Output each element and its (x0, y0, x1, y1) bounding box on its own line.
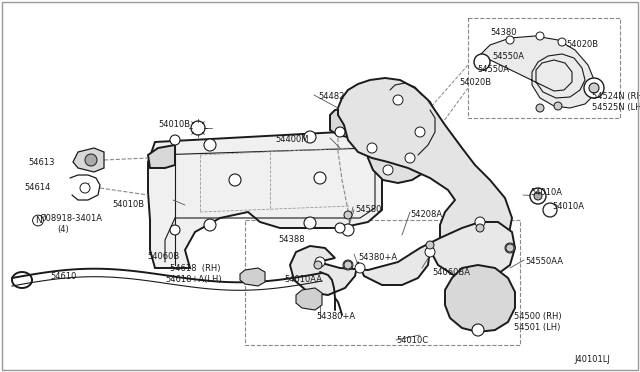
Circle shape (383, 165, 393, 175)
Circle shape (85, 154, 97, 166)
Circle shape (367, 143, 377, 153)
Circle shape (229, 174, 241, 186)
Text: Ø08918-3401A: Ø08918-3401A (40, 214, 103, 223)
Polygon shape (148, 132, 382, 268)
Polygon shape (290, 222, 515, 295)
Circle shape (335, 223, 345, 233)
Text: 54060B: 54060B (147, 252, 179, 261)
Circle shape (80, 183, 90, 193)
Polygon shape (330, 108, 382, 155)
Text: 54614: 54614 (24, 183, 51, 192)
Polygon shape (240, 268, 265, 286)
Text: 54618+A(LH): 54618+A(LH) (165, 275, 221, 284)
Text: 54550A: 54550A (492, 52, 524, 61)
Circle shape (335, 127, 345, 137)
Circle shape (314, 261, 322, 269)
Text: 54010A: 54010A (530, 188, 562, 197)
Circle shape (530, 188, 546, 204)
Circle shape (304, 217, 316, 229)
Text: 54618  (RH): 54618 (RH) (170, 264, 221, 273)
Text: 54524N (RH): 54524N (RH) (592, 92, 640, 101)
Polygon shape (73, 148, 104, 172)
Circle shape (472, 324, 484, 336)
Circle shape (355, 263, 365, 273)
Circle shape (554, 102, 562, 110)
Polygon shape (366, 88, 440, 183)
Circle shape (315, 257, 325, 267)
Circle shape (505, 243, 515, 253)
Text: 54020B: 54020B (459, 78, 491, 87)
Text: J40101LJ: J40101LJ (574, 355, 610, 364)
Circle shape (405, 153, 415, 163)
Text: 54020B: 54020B (566, 40, 598, 49)
Circle shape (506, 244, 514, 252)
Circle shape (170, 135, 180, 145)
Text: 54482: 54482 (318, 92, 344, 101)
Text: 54501 (LH): 54501 (LH) (514, 323, 561, 332)
Circle shape (506, 36, 514, 44)
Text: 54613: 54613 (28, 158, 54, 167)
Text: 54010B: 54010B (112, 200, 144, 209)
Polygon shape (445, 265, 515, 332)
Polygon shape (148, 145, 175, 168)
Polygon shape (296, 288, 322, 310)
Polygon shape (480, 36, 595, 108)
Text: 54380: 54380 (490, 28, 516, 37)
Circle shape (558, 38, 566, 46)
Text: 54500 (RH): 54500 (RH) (514, 312, 562, 321)
Circle shape (426, 241, 434, 249)
Text: N: N (35, 216, 42, 225)
Text: 54208A: 54208A (410, 210, 442, 219)
Text: (4): (4) (57, 225, 68, 234)
Circle shape (170, 225, 180, 235)
Text: 54525N (LH): 54525N (LH) (592, 103, 640, 112)
Text: 54010B: 54010B (158, 120, 190, 129)
Circle shape (589, 83, 599, 93)
Circle shape (204, 139, 216, 151)
Circle shape (536, 32, 544, 40)
Circle shape (343, 260, 353, 270)
Circle shape (536, 104, 544, 112)
Text: 54380+A: 54380+A (316, 312, 355, 321)
Text: 54060BA: 54060BA (432, 268, 470, 277)
Text: 54388: 54388 (278, 235, 305, 244)
Text: Ⓝ: Ⓝ (35, 213, 41, 223)
Text: 54580: 54580 (355, 205, 381, 214)
Circle shape (474, 54, 490, 70)
Circle shape (191, 121, 205, 135)
Text: 54380+A: 54380+A (358, 253, 397, 262)
Circle shape (314, 172, 326, 184)
Circle shape (534, 192, 542, 200)
Circle shape (476, 224, 484, 232)
Text: 54010C: 54010C (396, 336, 428, 345)
Circle shape (304, 131, 316, 143)
Circle shape (543, 203, 557, 217)
Circle shape (475, 217, 485, 227)
Text: 54010A: 54010A (552, 202, 584, 211)
Text: 54400M: 54400M (275, 135, 308, 144)
Text: 54610: 54610 (50, 272, 76, 281)
Polygon shape (338, 78, 512, 262)
Text: 54550A: 54550A (477, 65, 509, 74)
Text: 54550AA: 54550AA (525, 257, 563, 266)
Circle shape (393, 95, 403, 105)
Circle shape (342, 224, 354, 236)
Circle shape (344, 211, 352, 219)
Circle shape (415, 127, 425, 137)
Circle shape (344, 261, 352, 269)
Circle shape (204, 219, 216, 231)
Circle shape (584, 78, 604, 98)
Text: 54010AA: 54010AA (284, 275, 322, 284)
Circle shape (425, 247, 435, 257)
